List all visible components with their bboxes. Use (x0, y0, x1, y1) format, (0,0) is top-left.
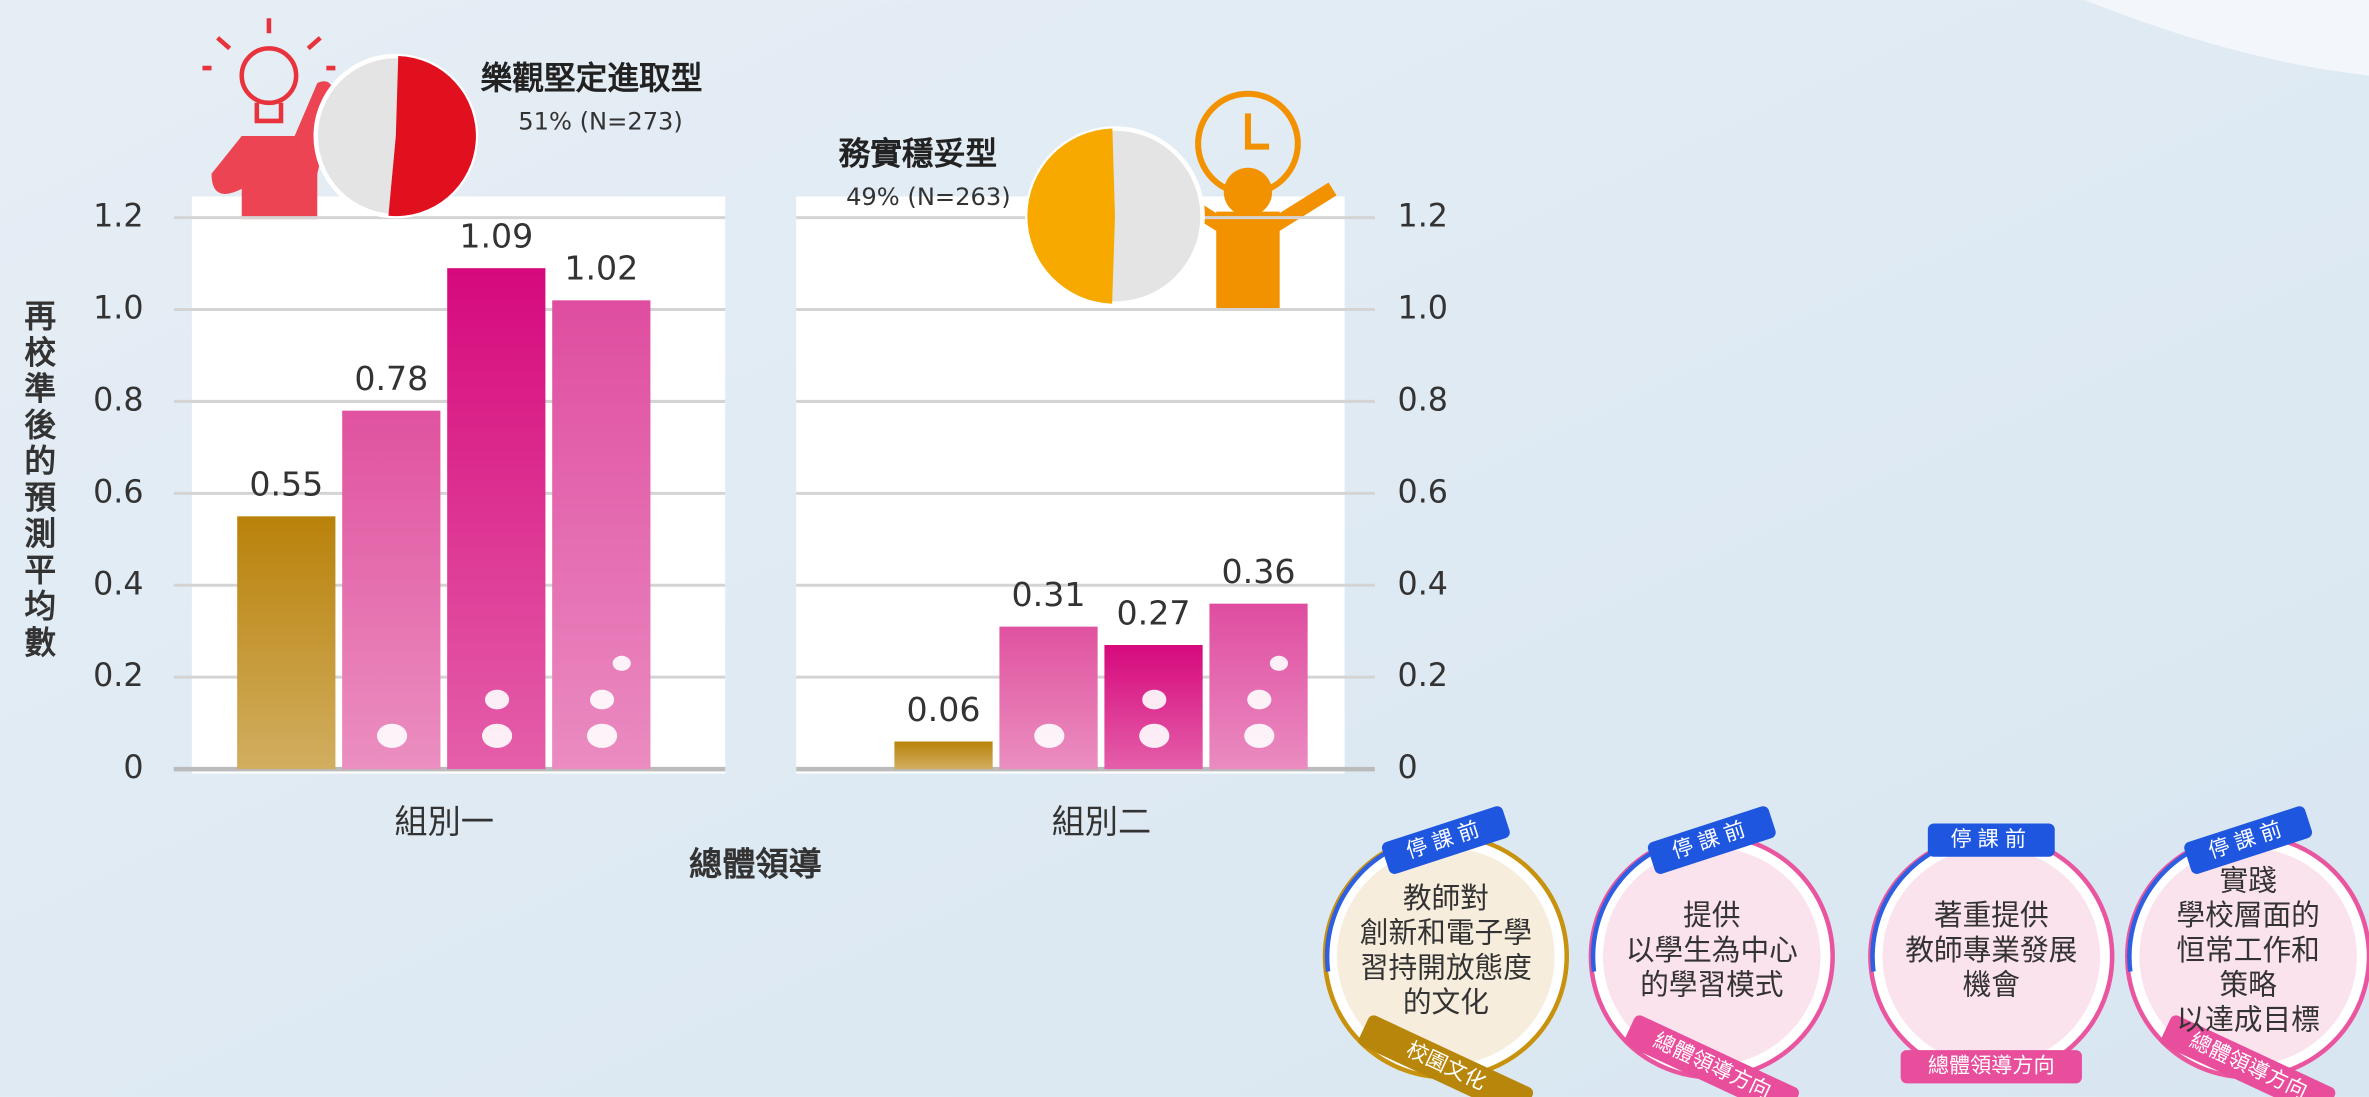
y-tick-label: 0.8 (93, 382, 143, 418)
bubble (484, 689, 510, 710)
decoration (2084, 0, 2369, 76)
legend-label: 提供以學生為中心的學習模式 (1626, 898, 1798, 1001)
data-label: 0.31 (1012, 575, 1086, 614)
tag-label: 停課前 (1951, 826, 2033, 851)
bubble (589, 689, 615, 710)
legend-disc (1337, 847, 1555, 1066)
tag (2160, 1015, 2336, 1097)
x-tick-label: 組別一 (394, 802, 494, 841)
profile-name: 務實穩妥型 (839, 136, 998, 173)
data-label: 0.78 (354, 359, 428, 398)
bubble (1269, 655, 1288, 671)
bubble (586, 723, 618, 748)
profile-label: 49% (N=263) (846, 183, 1011, 211)
y-axis-label: 再校準後的預測平均數 (19, 299, 56, 662)
tag (1358, 1015, 1534, 1097)
bar-shine (447, 268, 546, 770)
data-label: 0.06 (907, 690, 981, 729)
y-tick-label: 0.8 (1398, 382, 1448, 418)
bubble (1139, 723, 1170, 748)
pie-slice (388, 56, 476, 217)
y-tick-label: 1.2 (93, 199, 143, 235)
legend-disc (2139, 847, 2357, 1066)
y-tick-label: 1.2 (1398, 199, 1448, 235)
tag (1927, 823, 2055, 857)
data-label: 1.02 (564, 249, 638, 288)
tag-label: 總體領導方向 (1928, 1053, 2055, 1078)
bubble (1034, 723, 1065, 748)
data-label: 0.55 (249, 465, 323, 504)
tag (2184, 806, 2313, 874)
y-tick-label: 0.4 (1398, 566, 1448, 602)
bubble (376, 723, 408, 748)
lightbulb-icon (202, 18, 336, 124)
profile-label: 51% (N=273) (518, 107, 683, 135)
bubble (1247, 689, 1272, 710)
legend-disc (1882, 847, 2101, 1066)
y-tick-label: 0 (1398, 750, 1418, 786)
y-tick-label: 0.4 (93, 566, 143, 602)
tag (1647, 806, 1776, 874)
legend-disc (1603, 847, 1821, 1066)
y-tick-label: 0.6 (93, 474, 143, 510)
y-tick-label: 1.0 (93, 291, 143, 327)
person-icon (211, 81, 336, 220)
bar-shine (894, 741, 993, 770)
bar-shine (237, 516, 336, 770)
tag (1624, 1015, 1799, 1097)
bubble (1244, 723, 1275, 748)
bar-shine (342, 410, 441, 770)
tag (1381, 806, 1510, 874)
bubble (612, 655, 631, 671)
data-label: 0.27 (1117, 593, 1191, 632)
data-label: 1.09 (459, 216, 533, 255)
y-tick-label: 1.0 (1398, 291, 1448, 327)
y-tick-label: 0 (123, 750, 143, 786)
data-label: 0.36 (1222, 552, 1296, 591)
x-axis-label: 總體領導 (689, 844, 822, 883)
y-tick-label: 0.6 (1398, 474, 1448, 510)
legend-label: 實踐學校層面的恒常工作和策略以達成目標 (2176, 863, 2319, 1036)
y-tick-label: 0.2 (1398, 658, 1448, 694)
profile-name: 樂觀堅定進取型 (480, 61, 702, 97)
bubble (481, 723, 513, 748)
x-tick-label: 組別二 (1052, 802, 1152, 841)
legend-label: 著重提供教師專業發展機會 (1905, 898, 2077, 1001)
bubble (1142, 689, 1167, 710)
pie-slice (1027, 128, 1116, 304)
tag (1900, 1050, 2082, 1084)
legend-label: 教師對創新和電子學習持開放態度的文化 (1360, 881, 1532, 1019)
y-tick-label: 0.2 (93, 658, 143, 694)
